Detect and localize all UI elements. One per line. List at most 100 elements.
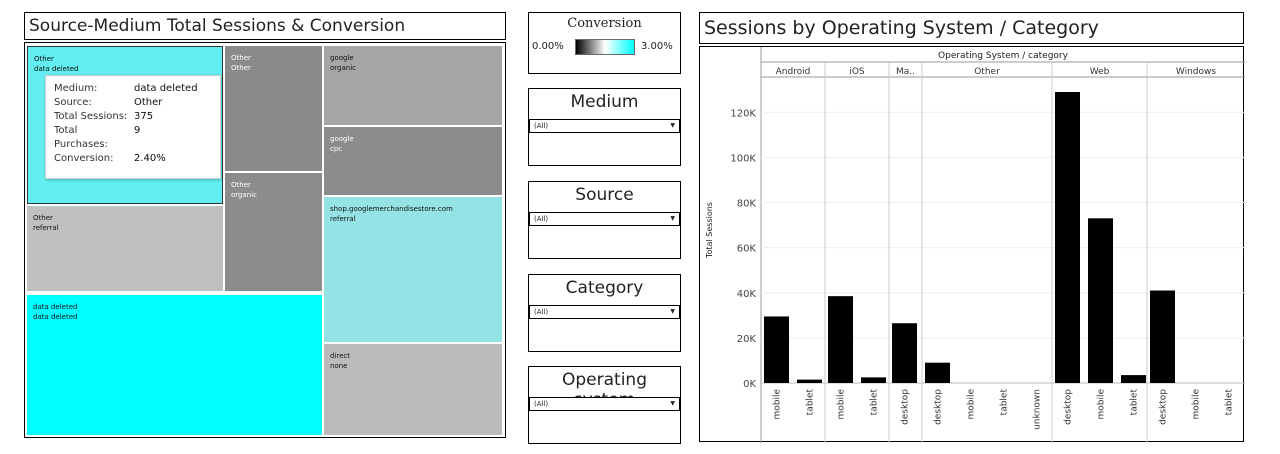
x-category-label: mobile <box>1192 389 1202 420</box>
tile-label-line1: Other <box>34 55 54 63</box>
os-group-label: Windows <box>1176 67 1216 77</box>
x-category-label: tablet <box>806 389 816 416</box>
treemap-tile[interactable]: Other referral <box>27 206 223 291</box>
tooltip-value: 2.40% <box>134 153 166 164</box>
tile-label-line2: data deleted <box>34 65 79 73</box>
tile-label-line2: Other <box>231 64 251 72</box>
os-group-label: Other <box>974 67 1000 77</box>
treemap-tile[interactable]: data deleted data deleted <box>27 295 322 435</box>
bar <box>892 323 917 383</box>
y-tick-label: 100K <box>730 153 756 164</box>
tooltip-value: 9 <box>134 125 141 136</box>
x-category-label: mobile <box>1097 389 1107 420</box>
treemap-title-text: Source-Medium Total Sessions & Conversio… <box>29 16 406 36</box>
tooltip-key: Total Sessions: <box>54 111 128 122</box>
x-category-label: tablet <box>1130 389 1140 416</box>
category-dropdown[interactable]: (All) ▼ <box>529 305 680 319</box>
chevron-down-icon: ▼ <box>670 308 675 315</box>
legend-max-label: 3.00% <box>641 41 673 52</box>
tile-label-line2: none <box>330 362 348 370</box>
os-group-label: Ma.. <box>896 67 915 77</box>
filter-title: Category <box>565 278 644 298</box>
x-category-label: tablet <box>1000 389 1010 416</box>
y-tick-label: 120K <box>730 108 756 119</box>
tooltip-key: Source: <box>54 97 92 108</box>
treemap-tile[interactable]: google organic <box>324 46 502 125</box>
tile-label-line1: shop.googlemerchandisestore.com <box>330 205 453 213</box>
chevron-down-icon: ▼ <box>670 215 675 222</box>
tile-label-line2: organic <box>330 64 357 72</box>
filter-title: Medium <box>570 92 639 112</box>
y-tick-label: 40K <box>737 289 757 300</box>
tooltip-row-medium: Medium: data deleted <box>54 82 212 96</box>
tooltip-row-source: Source: Other <box>54 96 212 110</box>
treemap-tile[interactable]: Other Other <box>225 46 322 171</box>
bar-panel-title: Sessions by Operating System / Category <box>699 12 1244 44</box>
os-category-header: Operating System / category <box>938 51 1069 61</box>
treemap: Other data deleted Other referral Other Other… <box>24 42 506 438</box>
chevron-down-icon: ▼ <box>670 122 675 129</box>
filter-category: Category (All) ▼ <box>528 274 681 352</box>
tooltip-value: data deleted <box>134 83 198 94</box>
dropdown-value: (All) <box>534 308 549 316</box>
bar <box>925 362 950 383</box>
tile-label-line1: google <box>330 135 354 143</box>
filter-operating-system: Operating system (All)▼ <box>528 366 681 444</box>
treemap-tile[interactable]: direct none <box>324 344 502 435</box>
tooltip-row-conversion: Conversion: 2.40% <box>54 152 212 166</box>
dropdown-value: (All) <box>534 215 549 223</box>
tile-label-line1: Other <box>231 181 251 189</box>
legend-gradient <box>575 39 635 55</box>
dropdown-value: (All) <box>534 122 549 130</box>
tooltip-key: Medium: <box>54 83 98 94</box>
bar <box>797 379 822 383</box>
tile-label-line2: cpc <box>330 145 343 153</box>
x-category-label: desktop <box>901 389 911 425</box>
bar-chart: Operating System / category Total Session… <box>705 47 1245 443</box>
tooltip-row-sessions: Total Sessions: 375 <box>54 110 212 124</box>
treemap-tile[interactable]: google cpc <box>324 127 502 195</box>
treemap-tile[interactable]: Other organic <box>225 173 322 291</box>
bar <box>828 296 853 383</box>
legend-title: Conversion <box>567 16 642 31</box>
y-tick-label: 80K <box>737 199 757 210</box>
filter-medium: Medium (All) ▼ <box>528 88 681 166</box>
bar <box>764 316 789 383</box>
tile-label-line2: organic <box>231 191 258 199</box>
treemap-tooltip: Medium: data deleted Source: Other Total S… <box>45 75 221 179</box>
tooltip-row-purchases: Total Purchases: 9 <box>54 124 212 152</box>
os-group-label: Web <box>1090 67 1110 77</box>
medium-dropdown[interactable]: (All) ▼ <box>529 119 680 133</box>
tooltip-key: Conversion: <box>54 153 114 164</box>
x-category-label: desktop <box>1159 389 1169 425</box>
tile-label-line1: google <box>330 54 354 62</box>
bar <box>861 377 886 383</box>
tile-label-line2: referral <box>33 224 59 232</box>
bar-chart-frame: Operating System / category Total Session… <box>699 46 1245 443</box>
x-category-label: mobile <box>837 389 847 420</box>
x-category-label: desktop <box>1064 389 1074 425</box>
filter-title: Source <box>575 185 634 205</box>
treemap-title: Source-Medium Total Sessions & Conversio… <box>24 12 506 40</box>
filter-source: Source (All) ▼ <box>528 181 681 259</box>
y-tick-label: 0K <box>743 379 756 390</box>
bar-panel-title-text: Sessions by Operating System / Category <box>704 17 1099 39</box>
tooltip-value: Other <box>134 97 163 108</box>
operating-system-dropdown[interactable]: (All) ▼ <box>529 397 680 411</box>
y-tick-label: 60K <box>737 244 757 255</box>
bar <box>1055 92 1080 383</box>
tile-label-line2: referral <box>330 215 356 223</box>
tooltip-value: 375 <box>134 111 154 122</box>
source-dropdown[interactable]: (All) ▼ <box>529 212 680 226</box>
bar <box>1121 375 1146 383</box>
bar <box>1150 290 1175 383</box>
tile-label-line1: Other <box>33 214 53 222</box>
x-category-label: tablet <box>870 389 880 416</box>
bar <box>1088 218 1113 383</box>
dropdown-value: (All) <box>534 400 549 408</box>
y-tick-label: 20K <box>737 334 757 345</box>
y-axis-title: Total Sessions <box>705 202 714 259</box>
legend-min-label: 0.00% <box>532 41 564 52</box>
treemap-tile[interactable]: shop.googlemerchandisestore.com referral <box>324 197 502 342</box>
x-category-label: mobile <box>967 389 977 420</box>
